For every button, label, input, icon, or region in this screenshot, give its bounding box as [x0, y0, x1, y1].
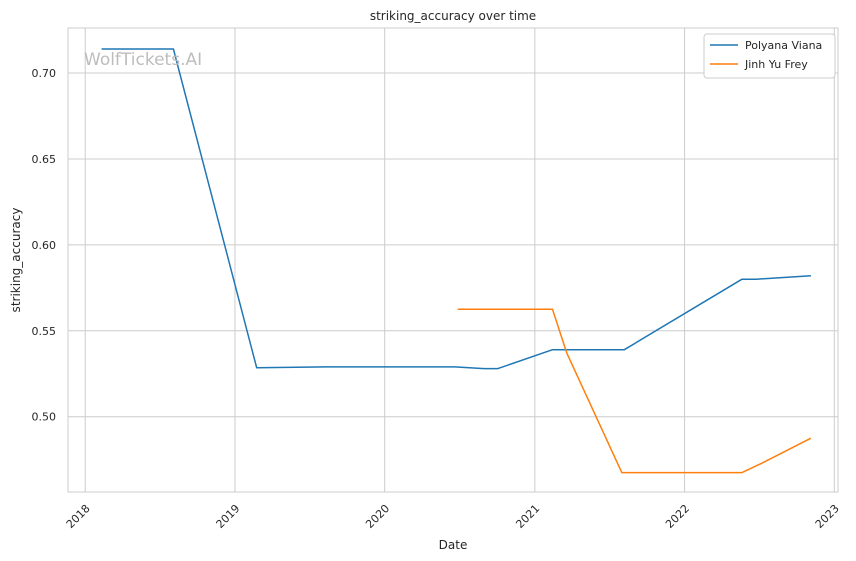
chart-title: striking_accuracy over time	[370, 9, 536, 23]
y-tick-label-0.50: 0.50	[32, 411, 57, 424]
x-axis-label: Date	[439, 538, 468, 552]
y-axis-label: striking_accuracy	[9, 208, 23, 313]
plot-area	[67, 27, 839, 493]
y-tick-label-0.70: 0.70	[32, 67, 57, 80]
series-line-polyana-viana	[101, 48, 811, 370]
series-layer	[101, 48, 812, 474]
legend: Polyana Viana Jinh Yu Frey	[703, 33, 836, 79]
watermark: WolfTickets.AI	[84, 50, 202, 70]
series-line-jinh-yu-frey	[457, 308, 812, 474]
legend-label-jinh-yu-frey: Jinh Yu Frey	[744, 58, 808, 71]
y-tick-label-0.55: 0.55	[32, 325, 57, 338]
y-axis-ticks: 0.50 0.55 0.60 0.65 0.70	[32, 67, 57, 424]
legend-label-polyana-viana: Polyana Viana	[745, 39, 822, 52]
y-tick-label-0.65: 0.65	[32, 153, 57, 166]
y-tick-label-0.60: 0.60	[32, 239, 57, 252]
